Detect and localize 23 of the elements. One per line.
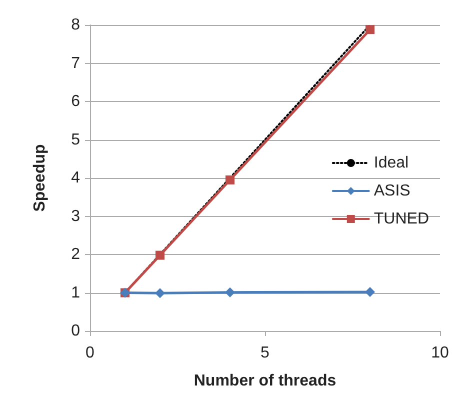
legend-label: Ideal — [374, 154, 409, 172]
y-tick-label: 6 — [71, 93, 80, 110]
y-tick-label: 3 — [71, 208, 80, 225]
point — [156, 250, 164, 260]
x-axis-title: Number of threads — [194, 372, 336, 390]
x-tick-label: 10 — [431, 344, 449, 362]
point — [226, 175, 234, 184]
y-tick-label: 4 — [71, 170, 80, 186]
x-tick-label: 0 — [86, 344, 95, 362]
y-tick-label: 5 — [71, 131, 80, 148]
point — [155, 288, 165, 298]
y-axis-title: Speedup — [32, 144, 48, 212]
legend-label: ASIS — [374, 182, 410, 200]
legend-label: TUNED — [374, 210, 429, 228]
y-tick-label: 7 — [71, 54, 80, 72]
y-tick-label: 2 — [71, 246, 80, 263]
y-tick-label: 0 — [71, 322, 80, 340]
point — [225, 287, 235, 298]
y-tick-label: 8 — [71, 16, 80, 34]
point — [366, 25, 374, 34]
point — [365, 286, 375, 297]
y-tick-label: 1 — [71, 284, 80, 302]
x-tick-label: 5 — [260, 344, 270, 362]
